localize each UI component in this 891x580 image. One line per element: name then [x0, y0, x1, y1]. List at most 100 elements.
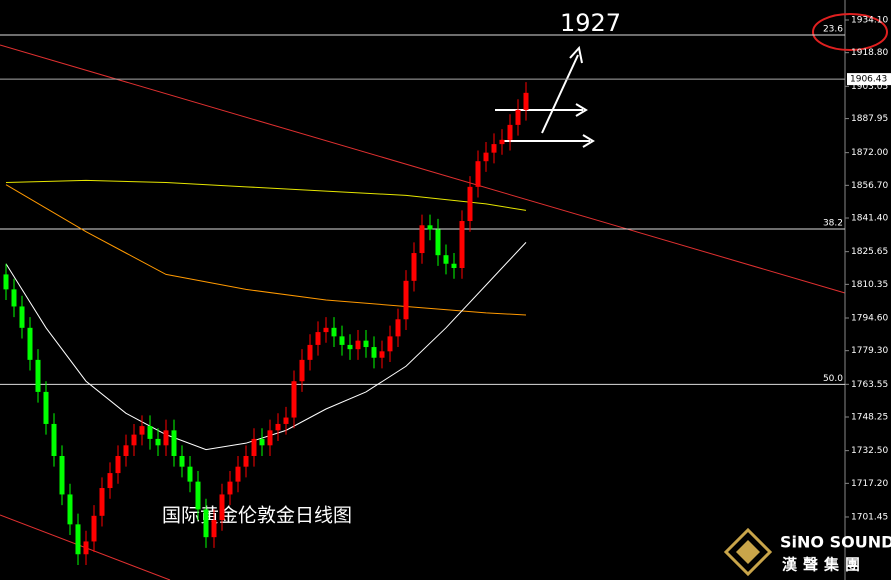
- candle-body: [395, 319, 401, 337]
- candle-body: [427, 225, 433, 230]
- y-tick-label: 1918.80: [851, 48, 888, 58]
- candle-body: [203, 509, 209, 538]
- candle-body: [51, 423, 57, 456]
- current-price-label: 1906.43: [850, 75, 887, 85]
- candle-body: [59, 455, 65, 495]
- y-tick-label: 1887.95: [851, 114, 888, 124]
- y-tick-label: 1872.00: [851, 148, 888, 158]
- candle-body: [83, 541, 89, 555]
- candle-body: [243, 455, 249, 467]
- y-tick-label: 1701.45: [851, 512, 888, 522]
- y-tick-label: 1810.35: [851, 280, 888, 290]
- candle-body: [323, 327, 329, 333]
- candle-body: [139, 426, 145, 435]
- candle-body: [91, 515, 97, 542]
- candle-body: [387, 336, 393, 352]
- highlight-circle: [812, 13, 888, 51]
- candle-body: [339, 336, 345, 345]
- candle-body: [155, 438, 161, 446]
- y-tick-label: 1717.20: [851, 479, 888, 489]
- candle-body: [499, 139, 505, 145]
- y-tick-label: 1779.30: [851, 346, 888, 356]
- candle-body: [171, 430, 177, 456]
- candle-body: [187, 466, 193, 482]
- candle-body: [227, 481, 233, 495]
- candle-body: [523, 92, 529, 110]
- candle-body: [371, 347, 377, 358]
- candle-body: [35, 359, 41, 392]
- candle-body: [259, 438, 265, 446]
- fib-label: 38.2: [823, 219, 843, 229]
- candle-body: [195, 481, 201, 510]
- candle-body: [459, 221, 465, 269]
- y-tick-label: 1732.50: [851, 446, 888, 456]
- candle-body: [331, 327, 337, 337]
- candle-body: [147, 426, 153, 439]
- y-tick-label: 1748.25: [851, 413, 888, 423]
- candle-body: [307, 344, 313, 360]
- candle-body: [75, 524, 81, 555]
- candle-body: [515, 109, 521, 125]
- logo: SiNO SOUND 漢聲集團: [723, 527, 891, 577]
- y-tick-label: 1794.60: [851, 313, 888, 323]
- y-tick-label: 1825.65: [851, 247, 888, 257]
- candle-body: [163, 430, 169, 446]
- candle-body: [107, 473, 113, 489]
- candle-body: [315, 332, 321, 345]
- candle-body: [379, 351, 385, 358]
- y-tick-label: 1763.55: [851, 380, 888, 390]
- moving-average: [5, 184, 527, 316]
- candle-body: [67, 494, 73, 525]
- candle-body: [507, 124, 513, 140]
- candle-body: [483, 152, 489, 162]
- candle-body: [467, 186, 473, 222]
- candle-body: [43, 391, 49, 424]
- candle-body: [99, 488, 105, 516]
- candle-body: [251, 438, 257, 456]
- caption: 国际黄金伦敦金日线图: [162, 505, 352, 527]
- fib-label: 23.6: [823, 24, 843, 34]
- candle-body: [3, 274, 9, 290]
- candle-body: [411, 253, 417, 281]
- candle-body: [27, 327, 33, 360]
- candle-body: [347, 344, 353, 350]
- fib-label: 50.0: [823, 374, 843, 384]
- y-tick-label: 1856.70: [851, 181, 888, 191]
- candle-body: [355, 340, 361, 350]
- candle-body: [179, 455, 185, 467]
- candle-body: [443, 255, 449, 264]
- logo-subtitle: 漢聲集團: [782, 556, 866, 574]
- y-tick-label: 1841.40: [851, 214, 888, 224]
- moving-average: [5, 179, 527, 211]
- candle-body: [435, 229, 441, 256]
- candle-body: [11, 289, 17, 307]
- trend-line: [0, 44, 846, 294]
- candle-body: [419, 225, 425, 254]
- candle-body: [275, 423, 281, 431]
- candle-body: [211, 520, 217, 538]
- candle-body: [267, 430, 273, 446]
- y-tick-label: 1903.05: [851, 82, 888, 92]
- candle-body: [403, 280, 409, 320]
- arrows: [495, 45, 595, 148]
- candle-body: [235, 466, 241, 482]
- candle-body: [451, 263, 457, 269]
- candle-body: [363, 340, 369, 348]
- logo-brand: SiNO SOUND: [780, 533, 891, 552]
- candle-body: [491, 144, 497, 153]
- y-tick-label: 1934.10: [851, 15, 888, 25]
- candle-body: [475, 161, 481, 187]
- annotation: 1927: [560, 9, 621, 37]
- candle-body: [131, 434, 137, 446]
- candle-body: [123, 445, 129, 456]
- candle-body: [19, 306, 25, 328]
- candle-body: [299, 359, 305, 382]
- current-price-box: [847, 73, 891, 86]
- moving-average: [5, 242, 527, 451]
- candle-body: [115, 455, 121, 474]
- candle-body: [219, 494, 225, 521]
- candle-body: [283, 417, 289, 424]
- candle-body: [291, 381, 297, 418]
